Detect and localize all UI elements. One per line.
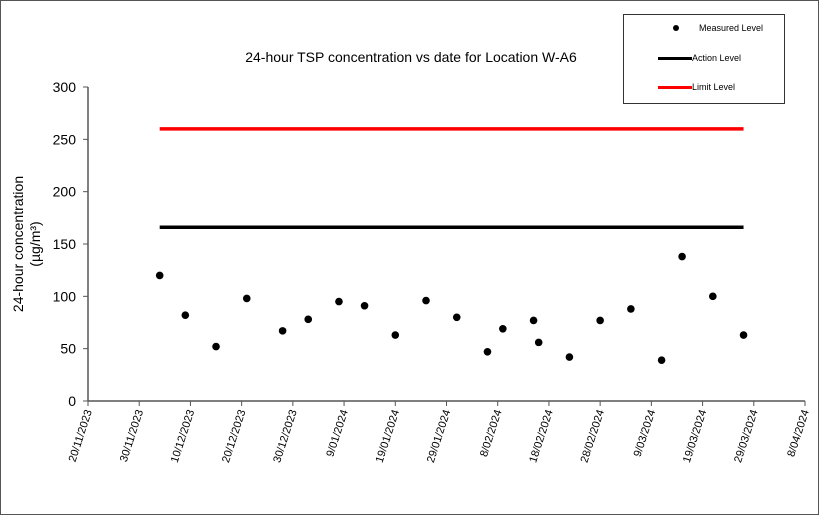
measured-point	[529, 316, 538, 325]
measured-point	[565, 353, 574, 361]
x-tick-label: 8/02/2024	[478, 408, 505, 458]
legend-line-icon	[658, 56, 692, 60]
y-tick-label: 300	[53, 79, 77, 95]
y-axis-label-unit: (µg/m³)	[27, 221, 43, 266]
legend-label: Action Level	[692, 53, 742, 63]
x-tick-label: 18/02/2024	[527, 408, 555, 464]
legend-label: Measured Level	[699, 23, 764, 33]
y-tick-label: 50	[60, 341, 76, 357]
x-tick-label: 19/01/2024	[374, 408, 402, 464]
measured-point	[212, 342, 220, 351]
x-tick-label: 28/02/2024	[579, 408, 607, 464]
measured-point	[278, 327, 287, 335]
legend-item-action: Action Level	[624, 53, 741, 63]
measured-point	[242, 294, 251, 303]
x-tick-label: 9/03/2024	[632, 408, 659, 458]
measured-point	[678, 252, 686, 261]
measured-point	[181, 311, 190, 319]
legend-dot-icon	[673, 25, 679, 31]
measured-point	[304, 315, 313, 324]
x-tick-label: 9/01/2024	[324, 408, 351, 458]
x-tick-label: 20/11/2023	[67, 408, 95, 463]
reference-lines	[159, 127, 744, 230]
measured-point	[657, 356, 666, 364]
measured-point	[483, 348, 492, 356]
axes: 0 50 100 150 200 250 300 20/11/2023 30/11/2023 10…	[53, 79, 812, 464]
measured-point	[452, 313, 461, 322]
y-tick-label: 100	[53, 288, 77, 304]
measured-point	[596, 316, 604, 325]
legend-item-limit: Limit Level	[624, 82, 735, 92]
x-tick-label: 30/11/2023	[118, 408, 146, 463]
measured-point	[627, 305, 635, 313]
x-tick-label: 19/03/2024	[681, 408, 709, 464]
measured-point	[391, 331, 400, 339]
x-tick-label: 30/12/2023	[271, 408, 299, 464]
legend-line-icon	[658, 85, 692, 89]
legend-label: Limit Level	[692, 82, 736, 92]
y-tick-label: 250	[53, 131, 77, 147]
measured-point	[709, 292, 717, 301]
measured-point	[155, 271, 164, 280]
y-tick-label: 0	[68, 393, 76, 409]
x-tick-label: 29/03/2024	[732, 408, 760, 464]
measured-point	[335, 297, 343, 306]
x-tick-label: 10/12/2023	[169, 408, 197, 464]
y-axis-label: 24-hour concentration (µg/m³)	[10, 176, 43, 312]
measured-point	[499, 324, 507, 333]
y-tick-label: 200	[53, 184, 77, 200]
measured-point	[360, 301, 369, 310]
legend: Measured Level Action Level Limit Level	[623, 14, 785, 104]
legend-item-measured: Measured Level	[624, 23, 763, 33]
x-tick-label: 29/01/2024	[425, 408, 453, 464]
measured-point	[739, 331, 748, 339]
measured-point	[422, 296, 430, 305]
x-tick-label: 8/04/2024	[785, 408, 812, 458]
data-points	[155, 252, 748, 364]
measured-point	[534, 338, 543, 347]
chart-title: 24-hour TSP concentration vs date for Lo…	[245, 49, 577, 65]
y-tick-label: 150	[53, 236, 77, 252]
x-tick-label: 20/12/2023	[220, 408, 248, 464]
y-axis-label-text: 24-hour concentration	[10, 176, 26, 312]
